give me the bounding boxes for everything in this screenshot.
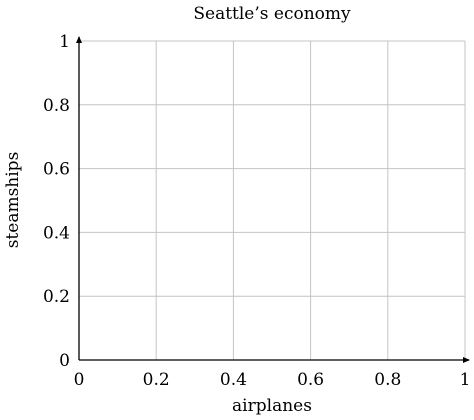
x-tick-label: 0.2 [143,370,170,390]
x-tick-label: 1 [460,370,471,390]
x-tick-label: 0 [74,370,85,390]
x-tick-label: 0.8 [374,370,401,390]
y-axis-label: steamships [3,152,23,249]
y-tick-labels: 0 0.2 0.4 0.6 0.8 1 [43,32,70,371]
y-tick-label: 1 [59,32,70,52]
grid [78,40,466,361]
y-tick-label: 0 [59,351,70,371]
y-tick-label: 0.4 [43,223,70,243]
x-tick-label: 0.6 [297,370,324,390]
y-tick-label: 0.2 [43,287,70,307]
axes [76,36,470,363]
x-tick-label: 0.4 [220,370,247,390]
x-axis-label: airplanes [232,396,312,416]
x-tick-labels: 0 0.2 0.4 0.6 0.8 1 [74,370,471,390]
y-tick-label: 0.8 [43,96,70,116]
chart-title: Seattle’s economy [193,4,351,24]
y-tick-label: 0.6 [43,160,70,180]
